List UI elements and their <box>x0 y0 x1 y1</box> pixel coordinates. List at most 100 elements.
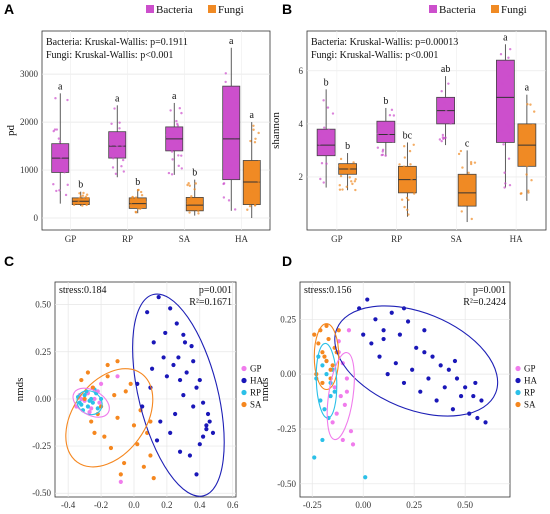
jitter-point <box>470 217 473 221</box>
point-ha <box>397 332 403 337</box>
jitter-point <box>252 124 255 127</box>
point-ha <box>463 385 468 390</box>
jitter-point <box>460 203 463 206</box>
point-ha <box>205 411 211 417</box>
ellipse-rp <box>315 342 338 419</box>
jitter-point <box>180 154 183 157</box>
jitter-point <box>120 165 123 168</box>
x-tick-label: 0.0 <box>128 500 140 509</box>
point-gp <box>346 328 352 333</box>
x-tick-label: SA <box>451 234 463 244</box>
point-ha <box>377 354 382 359</box>
y-tick-label: 2 <box>299 172 304 182</box>
significance-letter: a <box>229 36 234 47</box>
jitter-point <box>81 194 85 197</box>
point-rp <box>320 437 325 443</box>
jitter-point <box>55 189 58 193</box>
point-ha <box>197 442 202 447</box>
point-gp <box>92 396 97 402</box>
point-rp <box>363 475 368 480</box>
jitter-point <box>177 154 180 157</box>
point-gp <box>79 396 84 402</box>
ellipse-gp <box>72 387 110 418</box>
box-bacteria <box>316 128 336 157</box>
point-ha <box>154 438 160 443</box>
r2-annotation: R²=0.1671 <box>189 297 232 308</box>
p-annotation: p=0.001 <box>473 285 506 296</box>
jitter-point <box>111 142 115 145</box>
jitter-point <box>526 103 529 106</box>
significance-letter: a <box>503 32 508 43</box>
jitter-point <box>402 186 405 190</box>
y-tick-label: -0.50 <box>32 488 51 498</box>
jitter-point <box>342 165 345 169</box>
jitter-point <box>530 179 533 182</box>
point-rp <box>82 393 87 398</box>
point-ha <box>369 341 374 346</box>
jitter-point <box>252 128 255 131</box>
point-ha <box>149 366 155 371</box>
jitter-point <box>248 190 251 193</box>
point-ha <box>473 380 478 386</box>
jitter-point <box>195 206 198 209</box>
legend-label: GP <box>250 364 262 374</box>
panel-d-nmds: -0.50 -0.25 0.00 0.25 -0.25 0.00 0.25 0.50 nmds s… <box>259 281 537 510</box>
point-ha <box>182 340 188 345</box>
jitter-point <box>64 193 68 197</box>
legend-label: Fungi <box>501 4 527 16</box>
jitter-point <box>525 156 529 160</box>
y-tick-label: 0.00 <box>35 394 51 404</box>
jitter-point <box>180 111 183 115</box>
point-sa <box>128 381 133 386</box>
point-ha <box>161 355 166 360</box>
point-ha <box>171 362 176 368</box>
jitter-point <box>382 124 385 127</box>
jitter-point <box>113 136 116 140</box>
point-ha <box>184 370 189 375</box>
point-sa <box>118 472 123 477</box>
jitter-point <box>190 195 193 198</box>
jitter-point <box>78 192 81 195</box>
point-gp <box>338 393 343 399</box>
panel-a-boxplot: 0 1000 2000 3000 GP RP SA HA pd a a a a b b b a Bacteria:… <box>5 4 271 244</box>
point-sa <box>90 385 95 390</box>
y-axis-label: pd <box>5 125 17 137</box>
jitter-point <box>257 131 260 135</box>
jitter-point <box>134 211 138 214</box>
legend-swatch <box>491 5 499 13</box>
jitter-point <box>504 122 508 126</box>
point-sa <box>82 396 87 402</box>
point-ha <box>381 336 386 342</box>
jitter-point <box>130 201 133 204</box>
point-rp <box>90 400 95 405</box>
x-tick-label: HA <box>235 234 248 244</box>
jitter-point <box>447 82 450 85</box>
significance-letter: a <box>58 81 63 92</box>
jitter-point <box>345 185 348 189</box>
point-ha <box>200 434 206 439</box>
jitter-point <box>527 191 530 194</box>
jitter-point <box>400 170 403 173</box>
point-gp <box>118 479 123 485</box>
jitter-point <box>118 121 121 124</box>
point-ha <box>389 310 394 315</box>
point-ha <box>158 419 163 424</box>
jitter-point <box>403 156 407 159</box>
jitter-point <box>403 145 406 148</box>
jitter-point <box>460 210 463 213</box>
jitter-point <box>381 148 385 152</box>
legend-marker <box>515 389 521 396</box>
point-ha <box>450 407 456 412</box>
point-ha <box>204 423 209 428</box>
jitter-point <box>351 182 354 186</box>
jitter-point <box>139 190 143 194</box>
x-tick-label: -0.25 <box>303 500 322 509</box>
jitter-point <box>376 132 380 136</box>
stats-annotation: Fungi: Kruskal-Wallis: p<0.001 <box>46 50 173 61</box>
jitter-point <box>186 200 189 203</box>
jitter-point <box>444 109 448 113</box>
jitter-point <box>321 138 325 142</box>
jitter-point <box>111 157 115 160</box>
point-sa <box>131 423 137 428</box>
